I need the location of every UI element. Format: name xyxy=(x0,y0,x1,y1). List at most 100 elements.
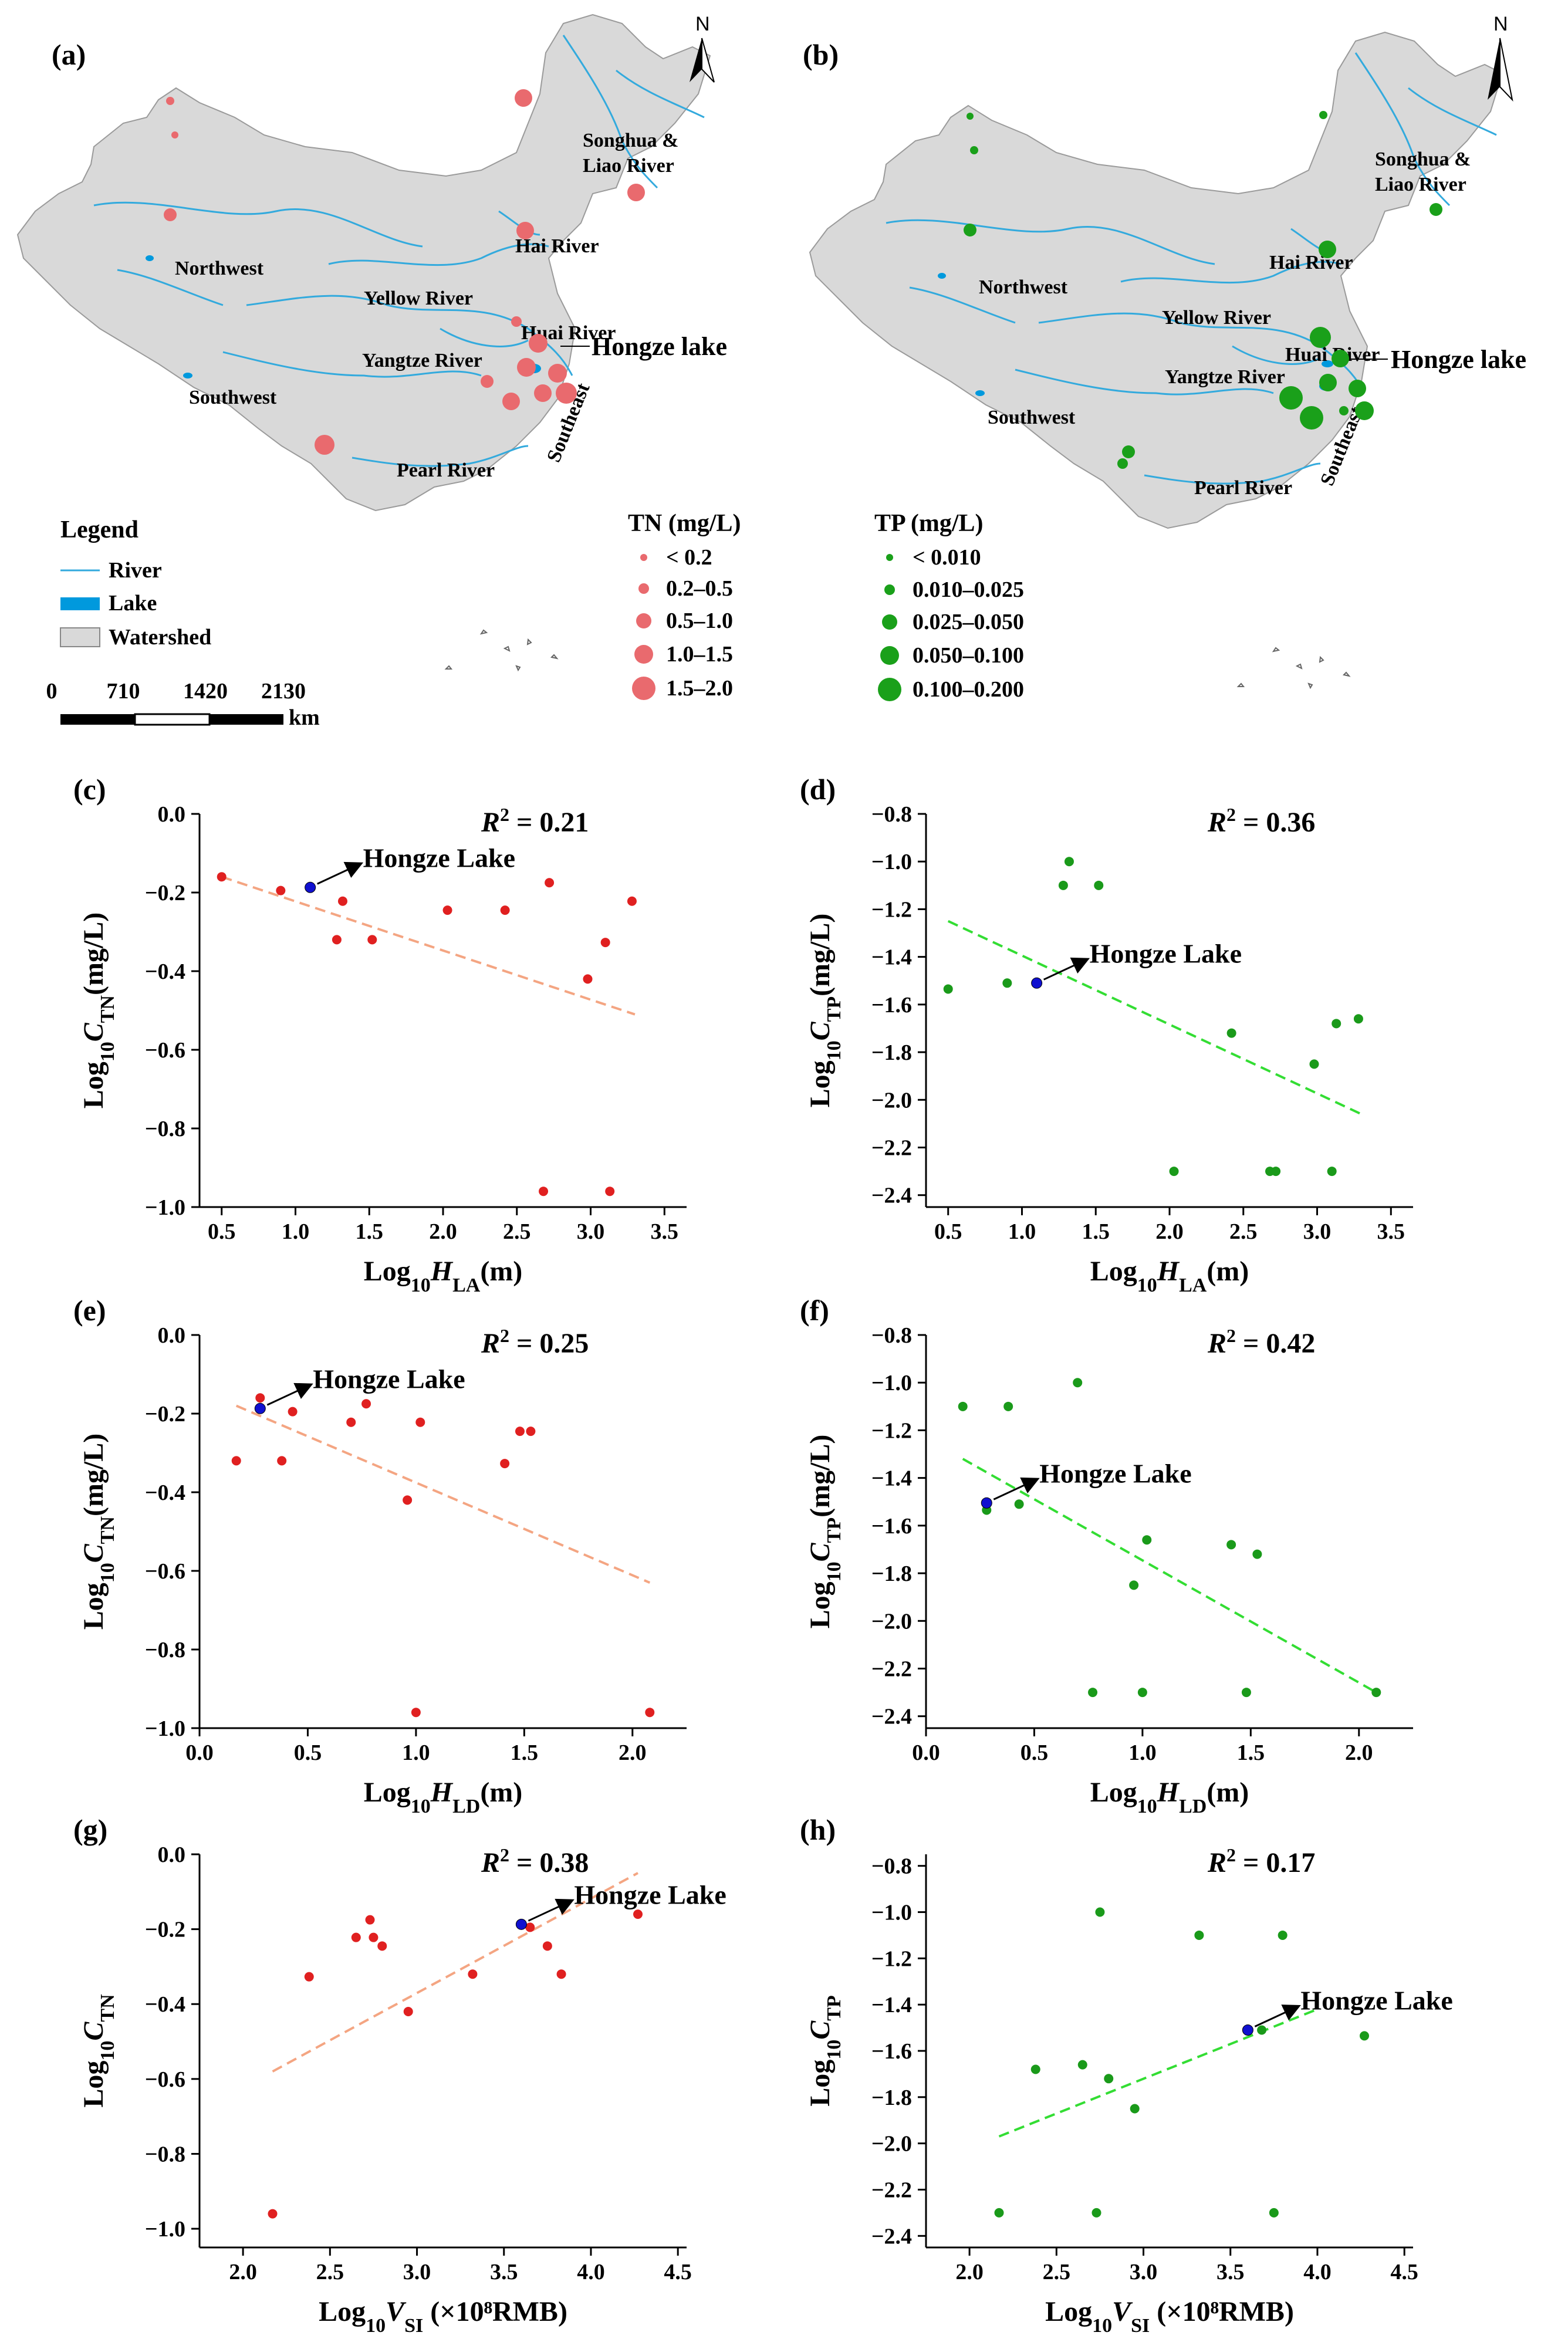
y-tick-label: −0.8 xyxy=(145,2142,185,2166)
data-point xyxy=(539,1187,549,1196)
scale-bar-seg-1 xyxy=(60,714,135,725)
x-tick-label: 1.5 xyxy=(1237,1740,1265,1765)
x-tick-label: 0.5 xyxy=(208,1219,236,1244)
tp-sample-points xyxy=(964,111,1442,469)
islands-b xyxy=(1236,647,1351,689)
y-tick-label: −2.4 xyxy=(871,1184,912,1208)
tp-point xyxy=(1349,380,1366,397)
tn-legend-dot-5 xyxy=(632,677,655,700)
y-tick-label: −0.6 xyxy=(145,1559,185,1584)
tn-sample-points xyxy=(164,89,645,455)
tn-point xyxy=(529,334,548,353)
tn-legend-label-5: 1.5–2.0 xyxy=(666,676,733,701)
y-tick-label: 0.0 xyxy=(158,1843,186,1867)
panel-label-a: (a) xyxy=(52,38,86,71)
x-axis-title: Log10VSI (×10⁸RMB) xyxy=(319,2296,567,2337)
x-tick-label: 3.5 xyxy=(1216,2260,1245,2284)
region-label-pearl-a: Pearl River xyxy=(397,459,495,481)
tn-point xyxy=(517,358,536,377)
hongze-lake-point xyxy=(515,1918,527,1930)
tp-point xyxy=(970,146,978,154)
data-point xyxy=(346,1417,356,1427)
regression-fit-line xyxy=(962,1458,1377,1694)
annotation-arrow xyxy=(993,1477,1040,1500)
north-arrow-icon-b xyxy=(1488,38,1500,100)
y-tick-label: −1.6 xyxy=(871,1514,912,1539)
y-tick-label: −1.0 xyxy=(145,1716,185,1741)
scale-tick-2: 1420 xyxy=(183,679,228,704)
data-point xyxy=(304,1972,314,1982)
data-point xyxy=(369,1932,379,1942)
x-tick-label: 1.0 xyxy=(1008,1219,1036,1244)
y-tick-label: −1.8 xyxy=(871,1561,912,1586)
legend-title: Legend xyxy=(60,516,138,543)
tn-point xyxy=(627,184,645,201)
tn-point xyxy=(502,393,520,410)
scatter-chart-1: (d) 0.5 1.0 1.5 2.0 2.5 3.0 3.5 −0.8 −1.0 −1.2 −1.4… xyxy=(800,773,1413,1296)
y-tick-label: −0.8 xyxy=(145,1638,185,1662)
y-tick-label: 0.0 xyxy=(158,1323,186,1348)
data-point xyxy=(1030,2064,1040,2074)
scatter-chart-3: (f) 0.0 0.5 1.0 1.5 2.0 −0.8 −1.0 −1.2 −1.4 −1.6 −1… xyxy=(800,1294,1413,1817)
tp-legend-dot-1 xyxy=(886,554,893,561)
r-squared-label: R2 = 0.42 xyxy=(1207,1325,1315,1359)
y-tick-label: −0.2 xyxy=(145,881,185,905)
annotation-arrow xyxy=(528,1898,575,1922)
tp-legend-dot-4 xyxy=(880,646,899,665)
tn-point xyxy=(481,375,494,388)
hongze-lake-annotation: Hongze Lake xyxy=(1300,1986,1452,2016)
tp-legend-dot-2 xyxy=(884,584,895,595)
x-tick-label: 2.0 xyxy=(619,1740,647,1765)
data-point xyxy=(958,1401,968,1411)
y-tick-label: −1.6 xyxy=(871,2039,912,2064)
data-point xyxy=(403,1495,413,1505)
y-axis-title: Log10CTN(mg/L) xyxy=(78,912,119,1109)
hongze-lake-point xyxy=(305,881,316,893)
data-point xyxy=(1360,2031,1369,2041)
tp-point xyxy=(1310,327,1331,348)
annotation-arrow xyxy=(1043,957,1090,981)
hongze-lake-annotation: Hongze Lake xyxy=(574,1880,726,1909)
scale-bar-seg-3 xyxy=(209,714,283,725)
panel-label: (g) xyxy=(73,1813,107,1846)
scatter-chart-5: (h) 2.0 2.5 3.0 3.5 4.0 4.5 −0.8 −1.0 −1.2 −1.4 −1.… xyxy=(800,1813,1453,2337)
data-point xyxy=(994,2208,1004,2218)
north-arrow-outline-b xyxy=(1499,38,1513,102)
region-label-pearl-b: Pearl River xyxy=(1194,477,1292,499)
y-tick-label: −1.2 xyxy=(871,1418,912,1443)
data-point xyxy=(1137,1688,1147,1698)
regression-fit-line xyxy=(947,920,1362,1116)
data-point xyxy=(442,905,452,915)
data-point xyxy=(1073,1378,1083,1388)
legend-watershed-swatch xyxy=(60,627,100,647)
y-tick-label: −1.4 xyxy=(871,1993,912,2017)
x-tick-label: 3.5 xyxy=(651,1219,679,1244)
tp-legend-label-1: < 0.010 xyxy=(913,545,981,570)
scale-bar-seg-2 xyxy=(134,713,211,726)
data-point xyxy=(377,1941,387,1951)
y-tick-label: −1.0 xyxy=(145,1195,185,1220)
x-tick-label: 2.5 xyxy=(1043,2260,1071,2284)
data-point xyxy=(1269,2208,1279,2218)
y-tick-label: −0.4 xyxy=(145,1992,185,2017)
scatter-chart-4: (g) 2.0 2.5 3.0 3.5 4.0 4.5 0.0 −0.2 −0.4 −0.6 −0.8… xyxy=(73,1813,726,2337)
y-tick-label: −2.2 xyxy=(871,1135,912,1160)
data-point xyxy=(1371,1688,1381,1698)
r-squared-label: R2 = 0.21 xyxy=(481,804,589,838)
x-tick-label: 1.5 xyxy=(1082,1219,1110,1244)
regression-fit-line xyxy=(221,876,636,1016)
x-tick-label: 0.5 xyxy=(1020,1740,1049,1765)
annotation-arrow xyxy=(1254,2005,1301,2027)
x-axis-title: Log10VSI (×10⁸RMB) xyxy=(1045,2296,1294,2337)
r-squared-label: R2 = 0.36 xyxy=(1207,804,1315,838)
y-tick-label: −0.2 xyxy=(145,1402,185,1427)
data-point xyxy=(365,1915,375,1925)
region-label-yellow-a: Yellow River xyxy=(364,288,473,309)
data-point xyxy=(415,1417,425,1427)
y-tick-label: −1.2 xyxy=(871,897,912,922)
x-tick-label: 0.5 xyxy=(934,1219,962,1244)
data-point xyxy=(556,1969,566,1979)
r-squared-label: R2 = 0.38 xyxy=(481,1844,589,1878)
data-point xyxy=(361,1399,371,1409)
scale-unit: km xyxy=(289,705,320,730)
